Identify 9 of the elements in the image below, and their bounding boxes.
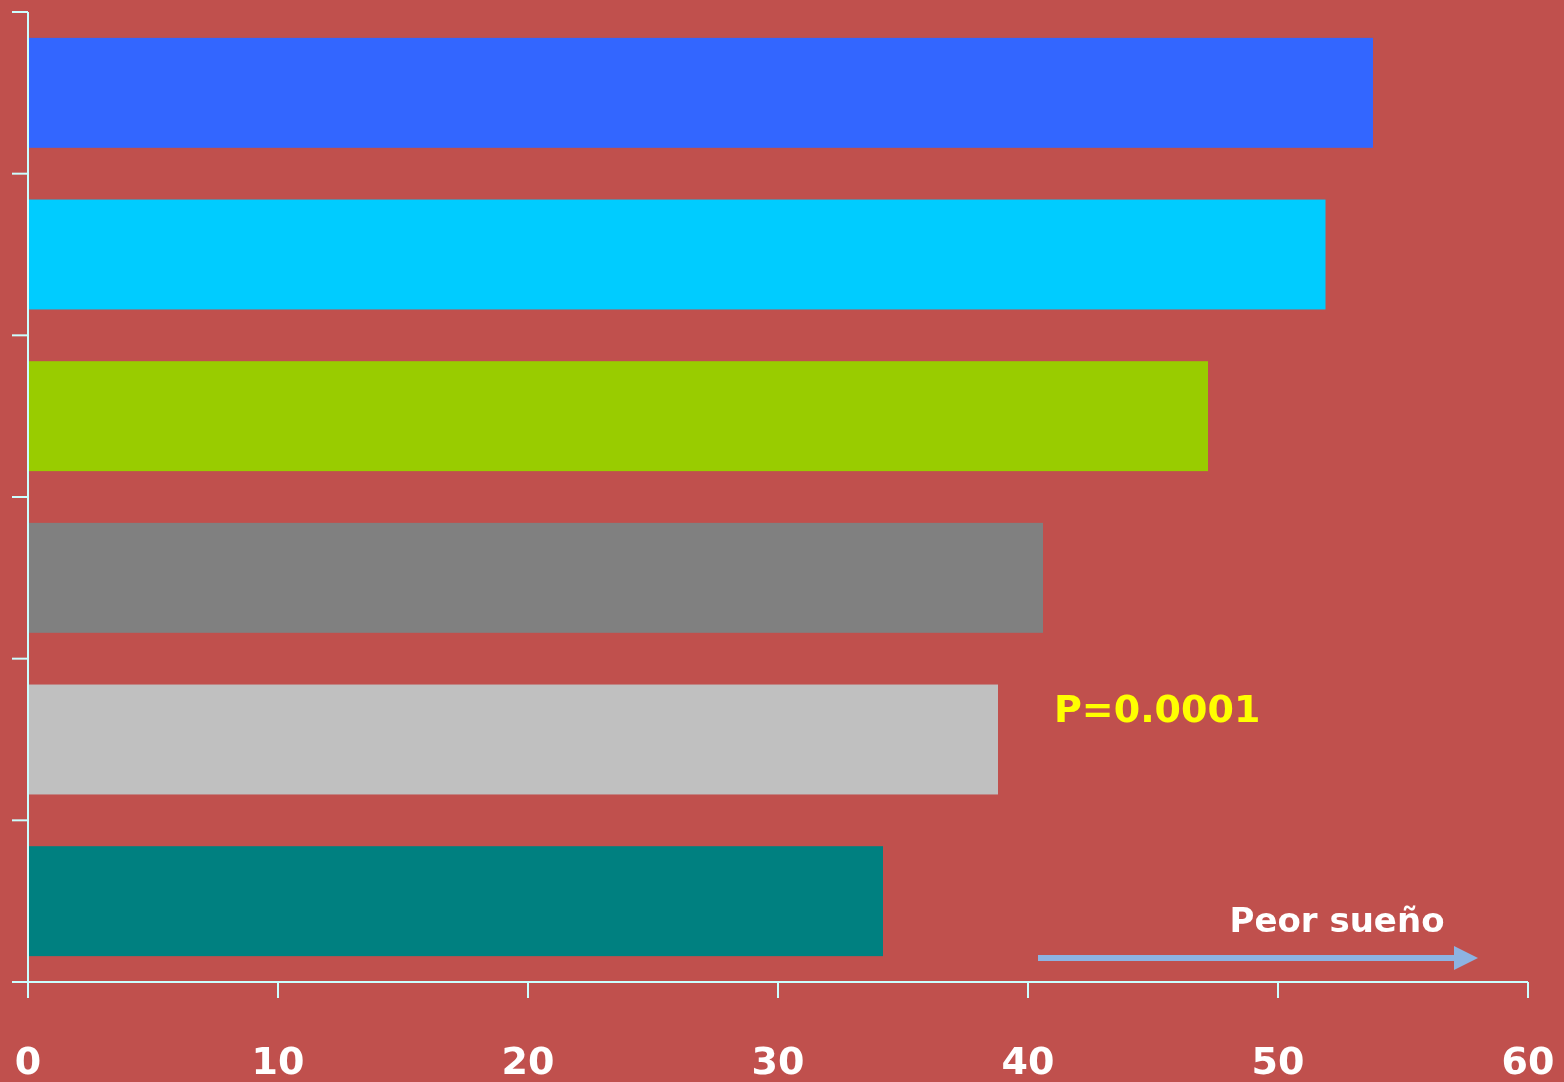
annotation: P=0.0001: [1054, 687, 1261, 731]
x-tick-label: 10: [251, 1039, 305, 1082]
x-tick-label: 30: [751, 1039, 805, 1082]
x-tick-label: 40: [1001, 1039, 1055, 1082]
annotation: Peor sueño: [1229, 900, 1445, 940]
x-tick-label: 0: [14, 1039, 42, 1082]
x-tick-label: 20: [501, 1039, 555, 1082]
x-tick-label: 50: [1251, 1039, 1305, 1082]
x-tick-label: 60: [1501, 1039, 1555, 1082]
